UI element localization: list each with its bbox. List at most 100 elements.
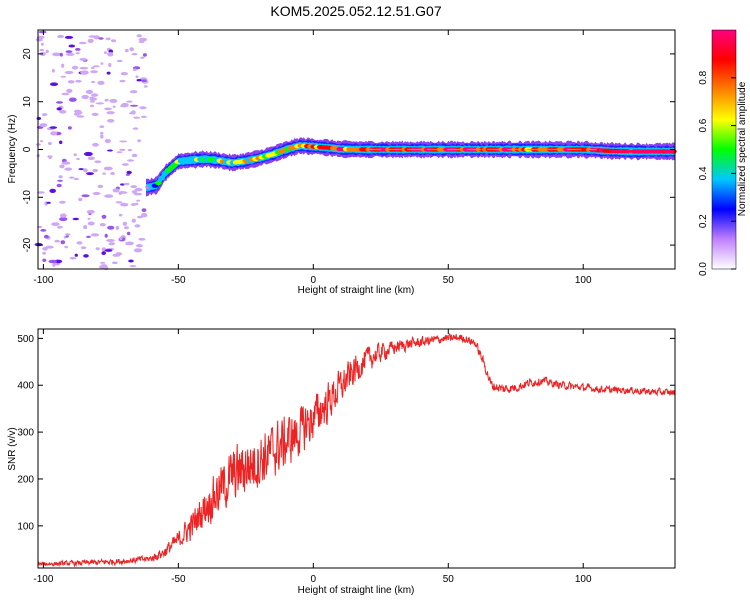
noise-speckle xyxy=(92,65,100,68)
noise-speckle xyxy=(101,214,107,219)
noise-speckle xyxy=(51,222,60,227)
noise-speckle xyxy=(120,104,126,108)
spectrogram-y-label: Frequency (Hz) xyxy=(7,115,18,184)
chart-title: KOM5.2025.052.12.51.G07 xyxy=(270,3,441,19)
noise-speckle xyxy=(60,240,66,245)
noise-speckle xyxy=(141,208,147,213)
noise-speckle xyxy=(86,172,94,176)
noise-speckle xyxy=(78,168,84,171)
noise-speckle xyxy=(51,68,55,73)
noise-speckle xyxy=(65,52,75,56)
noise-speckle xyxy=(57,225,63,229)
noise-speckle xyxy=(119,140,128,143)
y-tick-label: 300 xyxy=(17,428,34,439)
noise-speckle xyxy=(90,233,100,237)
y-tick-label: 400 xyxy=(17,381,34,392)
colorbar: 0.0 0.2 0.4 0.6 0.8 Normalized spectral ampl… xyxy=(698,29,748,276)
noise-speckle xyxy=(71,65,79,70)
noise-speckle xyxy=(64,70,74,75)
snr-frame xyxy=(37,328,676,569)
spectrogram-x-label: Height of straight line (km) xyxy=(298,285,415,296)
noise-speckle xyxy=(104,98,109,102)
noise-speckle xyxy=(119,148,126,151)
noise-speckle xyxy=(100,134,104,139)
noise-speckle xyxy=(131,110,136,115)
noise-speckle xyxy=(136,79,142,82)
colorbar-bar xyxy=(711,29,737,270)
noise-speckle xyxy=(138,40,145,44)
y-tick-label: 20 xyxy=(22,48,33,60)
noise-speckle xyxy=(95,102,105,105)
noise-speckle xyxy=(122,163,129,166)
x-tick-label: -50 xyxy=(171,275,186,286)
noise-speckle xyxy=(110,172,115,175)
noise-speckle xyxy=(79,57,87,61)
colorbar-tick-label: 0.8 xyxy=(698,70,709,84)
noise-speckle xyxy=(60,75,67,78)
noise-speckle xyxy=(40,140,43,143)
noise-speckle xyxy=(106,111,115,115)
noise-speckle xyxy=(64,35,74,39)
noise-speckle xyxy=(127,149,133,152)
noise-speckle xyxy=(59,200,66,204)
noise-speckle xyxy=(135,75,139,78)
noise-speckle xyxy=(84,151,93,157)
noise-speckle xyxy=(90,104,94,108)
noise-speckle xyxy=(75,79,82,83)
noise-speckle xyxy=(93,35,100,40)
colorbar-label: Normalized spectral amplitude xyxy=(737,81,748,216)
noise-speckle xyxy=(104,249,113,252)
x-tick-label: 0 xyxy=(311,275,317,286)
noise-speckle xyxy=(36,191,45,194)
noise-speckle xyxy=(133,248,143,253)
colorbar-tick-label: 0.6 xyxy=(698,118,709,132)
noise-speckle xyxy=(135,202,139,206)
x-tick-label: -100 xyxy=(33,275,53,286)
noise-speckle xyxy=(83,225,88,230)
noise-speckle xyxy=(52,263,56,267)
noise-speckle xyxy=(108,242,116,246)
noise-speckle xyxy=(38,30,47,34)
y-tick-label: 500 xyxy=(17,334,34,345)
noise-speckle xyxy=(73,153,77,157)
noise-speckle xyxy=(44,234,49,239)
noise-speckle xyxy=(83,168,88,173)
noise-speckle xyxy=(112,105,116,108)
noise-speckle xyxy=(64,167,73,171)
noise-speckle xyxy=(137,139,141,143)
noise-speckle xyxy=(48,155,52,160)
noise-speckle xyxy=(66,88,73,93)
noise-speckle xyxy=(91,112,99,116)
noise-speckle xyxy=(123,182,130,186)
noise-speckle xyxy=(107,225,115,230)
noise-speckle xyxy=(134,187,143,192)
noise-speckle xyxy=(126,170,132,175)
noise-speckle xyxy=(136,199,141,202)
noise-speckle xyxy=(116,59,123,63)
noise-speckle xyxy=(68,44,76,48)
noise-speckle xyxy=(104,107,112,111)
noise-speckle xyxy=(130,185,138,189)
noise-speckle xyxy=(80,70,89,75)
noise-speckle xyxy=(131,53,138,56)
noise-speckle xyxy=(115,252,123,256)
noise-speckle xyxy=(65,235,69,238)
noise-speckle xyxy=(56,107,62,111)
noise-speckle xyxy=(68,97,77,102)
noise-speckle xyxy=(76,158,80,160)
noise-speckle xyxy=(94,160,102,164)
noise-speckle xyxy=(76,115,85,118)
noise-speckle xyxy=(139,106,147,110)
noise-speckle xyxy=(98,37,104,40)
noise-speckle xyxy=(42,258,47,262)
noise-speckle xyxy=(41,113,48,117)
noise-speckle xyxy=(40,229,47,232)
noise-speckle xyxy=(136,34,142,38)
noise-speckle xyxy=(49,188,56,193)
noise-speckle xyxy=(87,38,94,44)
noise-speckle xyxy=(91,93,99,97)
noise-speckle xyxy=(126,100,133,103)
noise-speckle xyxy=(129,104,139,107)
noise-speckle xyxy=(42,251,46,255)
